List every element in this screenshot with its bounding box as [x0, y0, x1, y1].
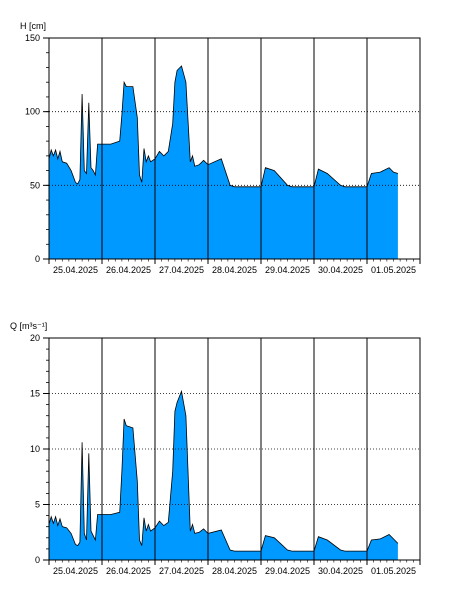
y-tick-label: 5 — [35, 500, 40, 510]
y-tick-label: 20 — [30, 333, 40, 343]
x-tick-label: 29.04.2025 — [265, 265, 310, 275]
x-tick-label: 26.04.2025 — [106, 566, 151, 576]
y-tick-label: 15 — [30, 389, 40, 399]
x-tick-label: 29.04.2025 — [265, 566, 310, 576]
chart-panel-1: H [cm] 0 50 100 150 25.04.2025 26.04.2025 27.04… — [20, 21, 421, 275]
y-axis-label: H [cm] — [20, 21, 46, 31]
y-tick-label: 100 — [25, 107, 40, 117]
chart-panel-2: Q [m³s⁻¹] 0 5 10 15 20 25.04.2025 26.04.2025 27.… — [10, 321, 421, 576]
series-area — [49, 391, 398, 560]
series-area — [49, 66, 398, 259]
x-tick-label: 30.04.2025 — [318, 265, 363, 275]
x-tick-label: 01.05.2025 — [371, 265, 416, 275]
x-tick-label: 26.04.2025 — [106, 265, 151, 275]
x-tick-label: 25.04.2025 — [53, 566, 98, 576]
x-tick-label: 28.04.2025 — [212, 566, 257, 576]
plot-frame — [48, 337, 421, 561]
x-tick-label: 30.04.2025 — [318, 566, 363, 576]
y-tick-label: 50 — [30, 180, 40, 190]
x-tick-label: 27.04.2025 — [159, 566, 204, 576]
y-tick-label: 0 — [35, 254, 40, 264]
y-tick-label: 150 — [25, 33, 40, 43]
y-axis-label: Q [m³s⁻¹] — [10, 321, 47, 331]
x-tick-label: 25.04.2025 — [53, 265, 98, 275]
y-tick-label: 10 — [30, 444, 40, 454]
plot-frame — [48, 37, 421, 260]
x-tick-label: 27.04.2025 — [159, 265, 204, 275]
x-tick-label: 01.05.2025 — [371, 566, 416, 576]
x-tick-label: 28.04.2025 — [212, 265, 257, 275]
y-tick-label: 0 — [35, 555, 40, 565]
